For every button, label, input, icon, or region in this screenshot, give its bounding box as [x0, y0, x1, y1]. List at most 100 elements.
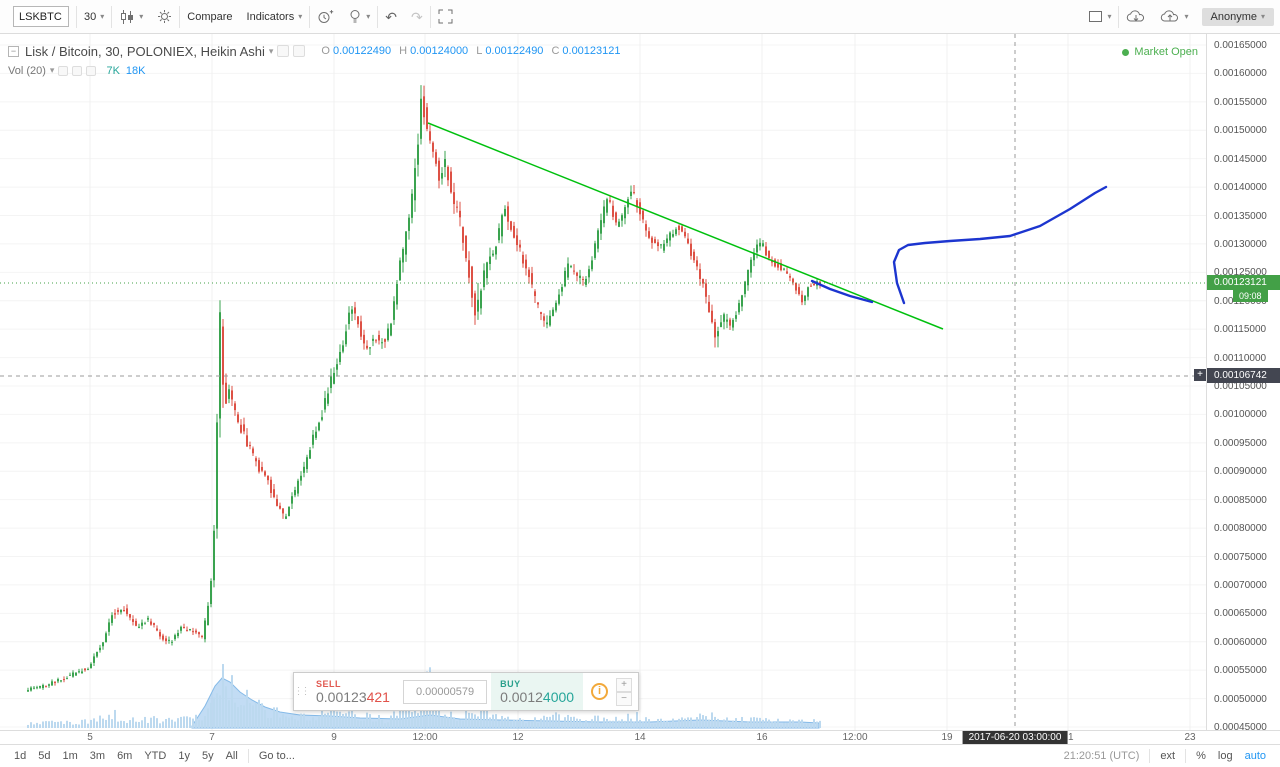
- save-chart-button[interactable]: ▾: [1153, 0, 1195, 33]
- divider: [111, 5, 113, 28]
- time-axis-label: 19: [941, 732, 953, 743]
- price-axis-label: 0.00145000: [1214, 153, 1267, 165]
- crosshair-time-badge: 2017-06-20 03:00:00: [962, 731, 1068, 744]
- high-label: H: [399, 45, 408, 57]
- alert-button[interactable]: [310, 0, 341, 33]
- cloud-download-icon: [1127, 10, 1145, 22]
- low-label: L: [476, 45, 483, 57]
- extended-hours-toggle[interactable]: ext: [1160, 750, 1176, 762]
- undo-icon: ↶: [385, 8, 397, 25]
- sell-button[interactable]: SELL 0.00123421: [307, 673, 399, 710]
- time-axis-label: 14: [634, 732, 646, 743]
- candlestick-chart[interactable]: [0, 34, 1206, 730]
- bar-countdown-badge: 09:08: [1233, 290, 1268, 302]
- chevron-down-icon: ▾: [1107, 12, 1112, 21]
- price-axis-label: 0.00080000: [1214, 523, 1267, 535]
- interval-selector[interactable]: 30 ▾: [77, 0, 111, 33]
- plus-marker-icon[interactable]: +: [1194, 369, 1206, 381]
- open-label: O: [321, 45, 330, 57]
- divider: [1149, 749, 1151, 763]
- price-axis-label: 0.00085000: [1214, 494, 1267, 506]
- collapse-legend-icon[interactable]: −: [8, 45, 19, 57]
- layout-selector[interactable]: ▾: [1081, 0, 1118, 33]
- chart-area[interactable]: − Lisk / Bitcoin, 30, POLONIEX, Heikin A…: [0, 34, 1206, 730]
- log-scale-toggle[interactable]: log: [1217, 750, 1233, 762]
- market-open-dot: [1122, 48, 1130, 56]
- range-3m[interactable]: 3m: [89, 750, 106, 762]
- clock[interactable]: 21:20:51 (UTC): [1063, 750, 1140, 762]
- chart-legend: − Lisk / Bitcoin, 30, POLONIEX, Heikin A…: [8, 43, 621, 77]
- range-1d[interactable]: 1d: [14, 750, 27, 762]
- range-6m[interactable]: 6m: [117, 750, 133, 762]
- close-icon[interactable]: [86, 65, 97, 76]
- time-axis-label: 9: [331, 732, 337, 743]
- time-axis-label: 23: [1184, 732, 1196, 743]
- price-axis[interactable]: 0.00123121 09:08 + 0.00106742 0.00165000…: [1194, 34, 1280, 733]
- price-axis-label: 0.00055000: [1214, 665, 1267, 677]
- price-axis-label: 0.00105000: [1214, 381, 1267, 392]
- time-axis[interactable]: 2017-06-20 03:00:00 5 7 9 12:00 12 14 16 12:00 1…: [0, 730, 1280, 744]
- price-axis-label: 0.00070000: [1214, 579, 1267, 591]
- main-area: − Lisk / Bitcoin, 30, POLONIEX, Heikin A…: [0, 34, 1280, 733]
- gear-icon[interactable]: [72, 65, 83, 76]
- symbol-input[interactable]: [13, 6, 69, 27]
- divider: [309, 5, 311, 28]
- candlestick-style-icon: [121, 9, 134, 24]
- volume-indicator-label[interactable]: Vol (20): [8, 64, 46, 77]
- indicators-label: Indicators: [246, 10, 295, 23]
- redo-button[interactable]: ↷: [404, 0, 430, 33]
- quantity-decrease-button[interactable]: −: [616, 691, 633, 706]
- divider: [1118, 5, 1120, 28]
- info-icon[interactable]: i: [591, 683, 609, 700]
- undo-button[interactable]: ↶: [378, 0, 404, 33]
- close-value: 0.00123121: [562, 45, 621, 57]
- indicators-button[interactable]: Indicators ▾: [240, 0, 310, 33]
- time-axis-label: 12:00: [412, 732, 438, 743]
- goto-button[interactable]: Go to...: [258, 750, 295, 762]
- chart-properties-button[interactable]: [150, 0, 179, 33]
- range-1m[interactable]: 1m: [62, 750, 78, 762]
- ohlc-values: O 0.00122490 H 0.00124000 L 0.00122490 C 0.0…: [313, 45, 620, 57]
- drag-handle-icon[interactable]: ⋮⋮: [293, 686, 311, 697]
- quantity-increase-button[interactable]: +: [616, 677, 633, 692]
- eye-icon[interactable]: [58, 65, 69, 76]
- user-name: Anonyme: [1210, 10, 1257, 23]
- price-axis-label: 0.00060000: [1214, 636, 1267, 648]
- buy-button[interactable]: BUY 0.00124000: [491, 673, 584, 710]
- chart-title[interactable]: Lisk / Bitcoin, 30, POLONIEX, Heikin Ash…: [25, 43, 265, 59]
- price-axis-label: 0.00100000: [1214, 409, 1267, 421]
- auto-scale-toggle[interactable]: auto: [1244, 750, 1266, 762]
- time-axis-label: 7: [209, 732, 215, 743]
- chart-style-selector[interactable]: ▾: [112, 0, 150, 33]
- time-axis-label: 5: [87, 732, 93, 743]
- price-axis-label: 0.00160000: [1214, 68, 1267, 80]
- load-chart-button[interactable]: [1119, 0, 1153, 33]
- time-axis-label: 16: [756, 732, 768, 743]
- fullscreen-button[interactable]: [431, 0, 460, 33]
- legend-quick-icon-1[interactable]: [277, 45, 290, 57]
- time-axis-label: 12:00: [842, 732, 868, 743]
- divider: [429, 5, 431, 28]
- price-axis-label: 0.00050000: [1214, 693, 1267, 705]
- price-axis-label: 0.00165000: [1214, 40, 1267, 51]
- range-1y[interactable]: 1y: [178, 750, 190, 762]
- legend-quick-icon-2[interactable]: [293, 45, 306, 57]
- trade-widget: ⋮⋮ SELL 0.00123421 0.00000579 BUY 0.0012…: [293, 672, 640, 711]
- time-axis-label: 21: [1062, 732, 1074, 743]
- percent-scale-toggle[interactable]: %: [1196, 750, 1206, 762]
- user-menu[interactable]: Anonyme ▾: [1201, 7, 1274, 26]
- divider: [179, 5, 181, 28]
- price-axis-label: 0.00090000: [1214, 466, 1267, 478]
- crosshair-price-value: 0.00106742: [1214, 370, 1267, 381]
- range-all[interactable]: All: [225, 750, 238, 762]
- range-5d[interactable]: 5d: [38, 750, 51, 762]
- compare-button[interactable]: Compare: [180, 0, 239, 33]
- range-ytd[interactable]: YTD: [144, 750, 167, 762]
- publish-idea-button[interactable]: ▾: [341, 0, 377, 33]
- chevron-down-icon: ▾: [139, 12, 144, 21]
- sell-label: SELL: [316, 679, 342, 689]
- sell-price-suffix: 421: [366, 689, 390, 705]
- range-5y[interactable]: 5y: [201, 750, 214, 762]
- current-price-badge: 0.00123121: [1207, 275, 1280, 290]
- chevron-down-icon: ▾: [366, 12, 371, 21]
